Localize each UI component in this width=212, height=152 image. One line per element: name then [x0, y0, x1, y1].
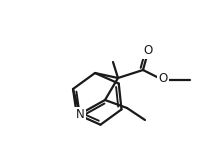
Text: O: O [158, 73, 168, 85]
Text: O: O [143, 45, 153, 57]
Text: N: N [76, 109, 84, 121]
